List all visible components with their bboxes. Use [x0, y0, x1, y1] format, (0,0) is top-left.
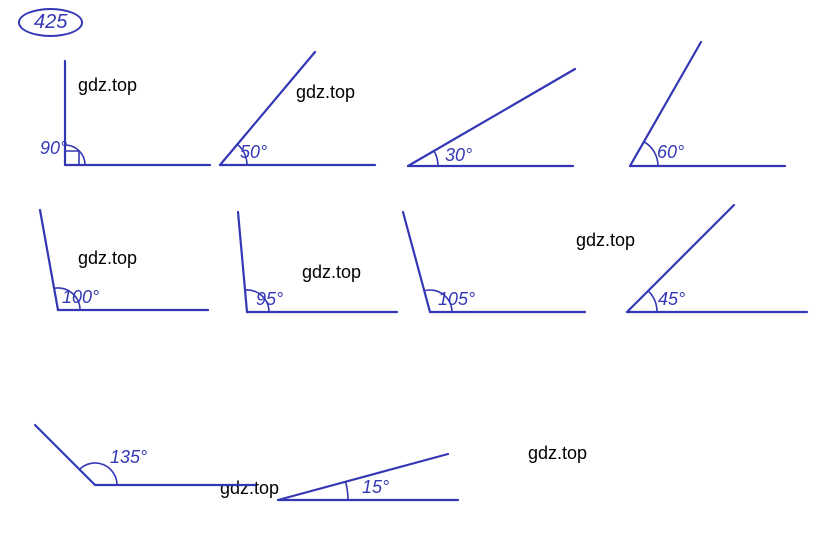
angle-95	[225, 252, 380, 317]
angle-105-figure	[400, 252, 560, 317]
angle-45-figure	[615, 252, 800, 317]
angle-ray	[40, 210, 58, 310]
angle-30	[400, 110, 575, 170]
angle-60-label: 60°	[657, 142, 684, 163]
angle-95-label: 95°	[256, 289, 283, 310]
angle-105-label: 105°	[438, 289, 475, 310]
angle-50-figure	[210, 105, 370, 170]
angle-arc	[434, 151, 438, 166]
angle-45-label: 45°	[658, 289, 685, 310]
angle-135-label: 135°	[110, 447, 147, 468]
angle-30-figure	[400, 110, 575, 170]
angle-arc	[346, 482, 348, 500]
angle-arc	[644, 142, 658, 166]
angle-ray	[35, 425, 95, 485]
angle-ray	[220, 52, 315, 165]
angle-100-figure	[30, 250, 185, 315]
watermark-text: gdz.top	[528, 443, 587, 464]
angle-arc	[65, 145, 85, 165]
angle-15-label: 15°	[362, 477, 389, 498]
angle-100	[30, 250, 185, 315]
angle-95-figure	[225, 252, 380, 317]
angle-60	[620, 108, 780, 170]
angle-45	[615, 252, 800, 317]
angle-ray	[408, 69, 575, 166]
angle-50-label: 50°	[240, 142, 267, 163]
angle-30-label: 30°	[445, 145, 472, 166]
angle-ray	[403, 212, 430, 312]
angle-105	[400, 252, 560, 317]
angle-60-figure	[620, 108, 780, 170]
angle-50	[210, 105, 370, 170]
watermark-text: gdz.top	[296, 82, 355, 103]
angle-100-label: 100°	[62, 287, 99, 308]
angle-ray	[238, 212, 247, 312]
angle-90-label: 90°	[40, 138, 67, 159]
page-number: 425	[18, 8, 83, 37]
angle-arc	[648, 291, 657, 312]
watermark-text: gdz.top	[576, 230, 635, 251]
watermark-text: gdz.top	[78, 75, 137, 96]
